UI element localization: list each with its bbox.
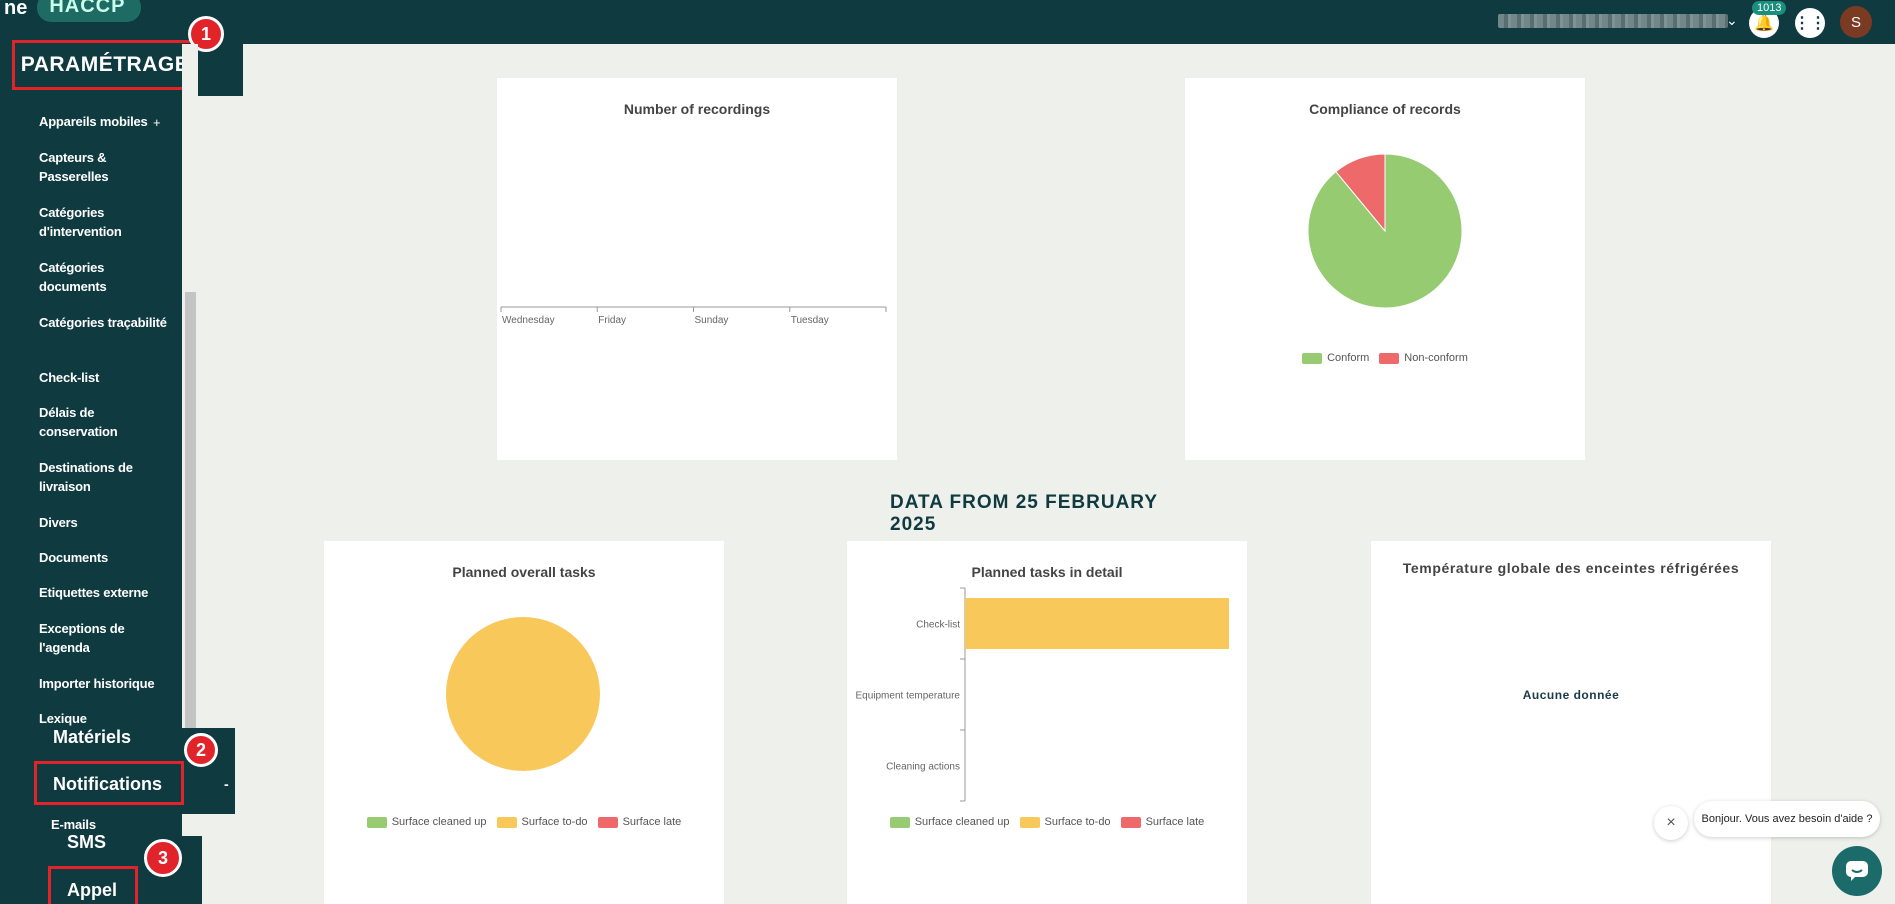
x-tick-label: Friday — [598, 315, 626, 326]
logo-mono: ne — [4, 0, 28, 19]
sidebar-item-delais-conservation[interactable]: Délais de conservation — [39, 405, 118, 439]
y-tick-label: Check-list — [916, 620, 960, 631]
planned-detail-legend: Surface cleaned up Surface to-do Surface… — [847, 816, 1247, 828]
sidebar-item-etiquettes-externe[interactable]: Etiquettes externe — [39, 585, 149, 600]
avatar[interactable]: S — [1840, 6, 1872, 38]
card-planned-tasks-detail: Planned tasks in detail Check-list Equipm… — [847, 541, 1247, 904]
logo-brand: HACCP — [37, 0, 142, 22]
sidebar-item-appel[interactable]: Appel — [67, 880, 118, 900]
legend-item-conform[interactable]: Conform — [1302, 352, 1369, 364]
card-title: Number of recordings — [623, 101, 771, 117]
overall-pie — [446, 617, 600, 771]
sidebar-item-categories-intervention[interactable]: Catégories d'intervention — [39, 205, 122, 239]
card-title: Température globale des enceintes réfrig… — [1402, 560, 1740, 576]
y-tick-label: Equipment temperature — [855, 691, 960, 702]
chat-message[interactable]: Bonjour. Vous avez besoin d'aide ? — [1694, 801, 1880, 837]
compliance-legend: Conform Non-conform — [1185, 352, 1585, 364]
planned-detail-bar-chart: Check-list Equipment temperature Cleaning … — [855, 587, 1229, 802]
card-planned-overall-tasks: Planned overall tasks Surface cleaned up… — [324, 541, 724, 904]
detail-bars: Check-list Equipment temperature Cleaning … — [855, 587, 1229, 802]
card-temperature: Température globale des enceintes réfrig… — [1371, 541, 1771, 904]
planned-overall-legend: Surface cleaned up Surface to-do Surface… — [324, 816, 724, 828]
sidebar-item-documents[interactable]: Documents — [39, 550, 108, 565]
expand-plus-icon[interactable]: + — [153, 115, 161, 130]
sidebar-item-materiels[interactable]: Matériels — [53, 727, 132, 747]
sidebar-item-importer-historique[interactable]: Importer historique — [39, 676, 155, 691]
section-title: DATA FROM 25 FEBRUARY 2025 — [890, 492, 1158, 535]
parametrage-button[interactable]: PARAMÉTRAGE — [12, 40, 198, 90]
sidebar-scrollbar-thumb[interactable] — [185, 292, 196, 732]
recordings-chart: Wednesday Friday Sunday Tuesday — [500, 306, 887, 326]
sidebar-item-appareils-mobiles[interactable]: Appareils mobiles — [39, 114, 148, 129]
legend-label: Surface late — [622, 816, 682, 828]
sidebar-item-exceptions-agenda[interactable]: Exceptions de l'agenda — [39, 621, 125, 655]
compliance-pie — [1307, 153, 1463, 309]
x-tick-label: Sunday — [695, 315, 729, 326]
compliance-pie-chart — [1307, 153, 1463, 309]
parametrage-label: PARAMÉTRAGE — [20, 53, 190, 76]
collapse-minus-icon[interactable]: - — [224, 776, 229, 792]
chat-button[interactable] — [1832, 846, 1882, 896]
recordings-ticks: Wednesday Friday Sunday Tuesday — [500, 307, 887, 326]
legend-item-todo[interactable]: Surface to-do — [496, 816, 588, 828]
apps-grid-icon[interactable]: ⋮⋮ — [1794, 8, 1826, 38]
sidebar-item-categories-documents[interactable]: Catégories documents — [39, 260, 107, 294]
x-tick-label: Tuesday — [791, 315, 829, 326]
empty-state: Aucune donnée — [1522, 688, 1620, 702]
legend-label: Conform — [1327, 352, 1370, 364]
legend-item-cleaned[interactable]: Surface cleaned up — [366, 816, 487, 828]
sidebar-item-lexique[interactable]: Lexique — [39, 711, 87, 726]
planned-overall-pie-chart — [446, 617, 600, 771]
card-title: Planned overall tasks — [452, 564, 596, 580]
legend-item-late[interactable]: Surface late — [1120, 816, 1205, 828]
step-badge-2: 2 — [184, 733, 218, 767]
pie-slice-todo — [446, 617, 600, 771]
legend-label: Surface cleaned up — [914, 816, 1010, 828]
sidebar-item-sms[interactable]: SMS — [67, 832, 107, 852]
legend-item-cleaned[interactable]: Surface cleaned up — [889, 816, 1010, 828]
sidebar-item-notifications[interactable]: Notifications — [53, 774, 163, 794]
card-number-of-recordings: Number of recordings Wednesday Friday Sund… — [497, 78, 897, 460]
x-tick-label: Wednesday — [502, 315, 555, 326]
step-badge-3: 3 — [144, 839, 182, 877]
legend-item-nonconform[interactable]: Non-conform — [1379, 352, 1468, 364]
sidebar-item-divers[interactable]: Divers — [39, 515, 78, 530]
bar-check-list — [965, 598, 1229, 649]
sidebar-item-destinations-livraison[interactable]: Destinations de livraison — [39, 460, 133, 494]
sidebar-item-capteurs[interactable]: Capteurs & Passerelles — [39, 150, 109, 184]
sidebar-item-check-list[interactable]: Check-list — [39, 370, 100, 385]
card-title: Planned tasks in detail — [971, 564, 1123, 580]
sidebar-item-emails[interactable]: E-mails — [51, 817, 96, 832]
card-compliance-of-records: Compliance of records Conform Non-confor… — [1185, 78, 1585, 460]
appel-highlight — [48, 866, 138, 904]
notifications-highlight — [34, 761, 184, 805]
account-selector[interactable] — [1498, 14, 1728, 28]
legend-item-todo[interactable]: Surface to-do — [1019, 816, 1111, 828]
pie-slice-nonconform — [1335, 153, 1386, 233]
legend-item-late[interactable]: Surface late — [597, 816, 682, 828]
y-tick-label: Cleaning actions — [886, 762, 960, 773]
app-logo[interactable]: ne HACCP — [0, 0, 142, 22]
card-title: Compliance of records — [1309, 101, 1461, 117]
chevron-down-icon[interactable]: ⌄ — [1726, 12, 1738, 28]
legend-label: Surface cleaned up — [391, 816, 487, 828]
legend-label: Surface to-do — [521, 816, 588, 828]
chat-close-icon[interactable]: × — [1654, 806, 1688, 840]
legend-label: Surface to-do — [1044, 816, 1111, 828]
legend-label: Surface late — [1145, 816, 1205, 828]
chat-icon — [1846, 861, 1868, 881]
notification-count-badge: 1013 — [1752, 1, 1787, 15]
sidebar-item-categories-tracabilite[interactable]: Catégories traçabilité — [39, 315, 167, 330]
legend-label: Non-conform — [1404, 352, 1468, 364]
